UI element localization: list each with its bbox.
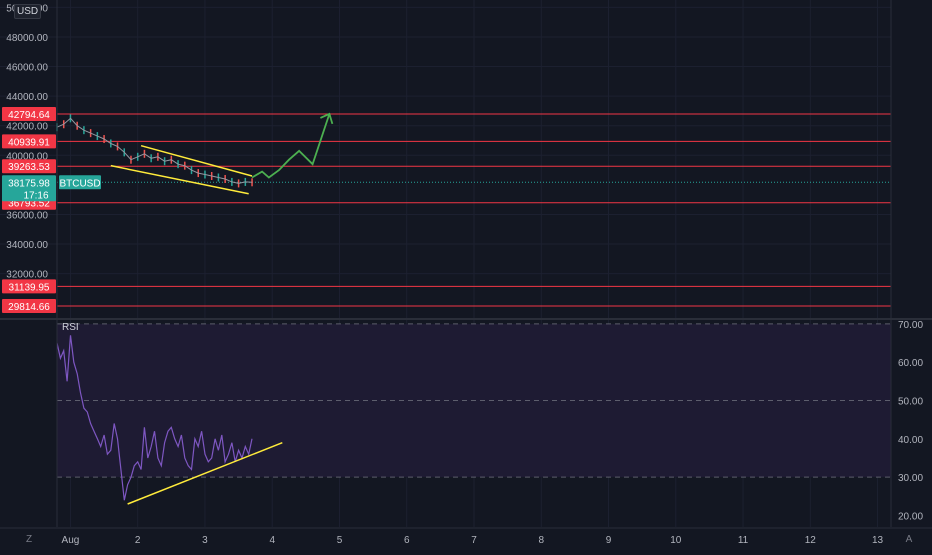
- projection-arrowhead: [320, 112, 334, 125]
- symbol-tag: [59, 175, 101, 190]
- x-tick-label: 7: [471, 535, 477, 546]
- level-price-tag-label: 36793.52: [8, 199, 50, 210]
- level-price-tag-label: 29814.66: [8, 302, 50, 313]
- level-price-tag-label: 31139.95: [9, 282, 50, 293]
- price-tick-label: 34000.00: [6, 240, 48, 251]
- rsi-tick-label: 70.00: [898, 320, 923, 331]
- x-tick-label: 10: [670, 535, 682, 546]
- price-tick-label: 36000.00: [6, 210, 48, 221]
- price-tick-label: 40000.00: [6, 151, 48, 162]
- channel-lower-line: [110, 164, 249, 195]
- x-tick-label: 6: [404, 535, 410, 546]
- level-price-tag: [2, 298, 56, 313]
- rsi-title: RSI: [62, 322, 79, 333]
- grid: [0, 0, 891, 527]
- level-price-tag: [2, 134, 56, 149]
- symbol-tag-label: BTCUSD: [59, 178, 100, 189]
- current-price-label: 38175.98: [8, 178, 50, 189]
- level-price-tag: [2, 279, 56, 294]
- x-tick-label: 13: [872, 535, 884, 546]
- x-tick-label: 5: [337, 535, 343, 546]
- price-tick-label: 46000.00: [6, 63, 48, 74]
- x-tick-label: 8: [538, 535, 544, 546]
- rsi-trendline: [127, 441, 283, 505]
- price-line: [56, 117, 253, 184]
- x-tick-label: 3: [202, 535, 208, 546]
- price-tick-label: 32000.00: [6, 270, 48, 281]
- x-tick-label: 4: [269, 535, 275, 546]
- price-series: [56, 114, 253, 188]
- rsi-tick-label: 30.00: [898, 473, 923, 484]
- rsi-line: [56, 335, 253, 501]
- level-price-tag: [2, 159, 56, 174]
- price-tick-label: 42000.00: [6, 122, 48, 133]
- level-price-tag-label: 42794.64: [8, 110, 50, 121]
- level-price-tag-label: 39263.53: [8, 162, 50, 173]
- projection-path: [251, 113, 331, 179]
- level-price-tag-label: 40939.91: [8, 137, 50, 148]
- rsi-tick-label: 60.00: [898, 358, 923, 369]
- rsi-tick-label: 20.00: [898, 512, 923, 523]
- rsi-tick-label: 50.00: [898, 397, 923, 408]
- price-tick-label: 44000.00: [6, 92, 48, 103]
- countdown-label: 17:16: [23, 190, 48, 201]
- price-tick-label: 48000.00: [6, 33, 48, 44]
- x-tick-label: 11: [738, 535, 749, 546]
- horizontal-levels: [57, 113, 891, 307]
- x-tick-label: 9: [606, 535, 612, 546]
- rsi-band: [57, 323, 891, 478]
- x-tick-label: 2: [135, 535, 141, 546]
- timezone-icon[interactable]: Z: [25, 534, 33, 545]
- rsi-series: [56, 335, 283, 505]
- price-tags: 42794.64 40939.91 39263.53 36793.52 31139.95…: [2, 106, 101, 313]
- current-price-tag: [2, 175, 56, 202]
- level-price-tag: [2, 106, 56, 121]
- currency-badge[interactable]: USD: [14, 4, 42, 19]
- x-tick-label: 12: [805, 535, 817, 546]
- auto-scale-icon[interactable]: A: [905, 534, 913, 545]
- rsi-tick-label: 40.00: [898, 435, 923, 446]
- x-tick-label: Aug: [62, 535, 80, 546]
- drawings: [110, 112, 334, 195]
- channel-upper-line: [140, 144, 253, 177]
